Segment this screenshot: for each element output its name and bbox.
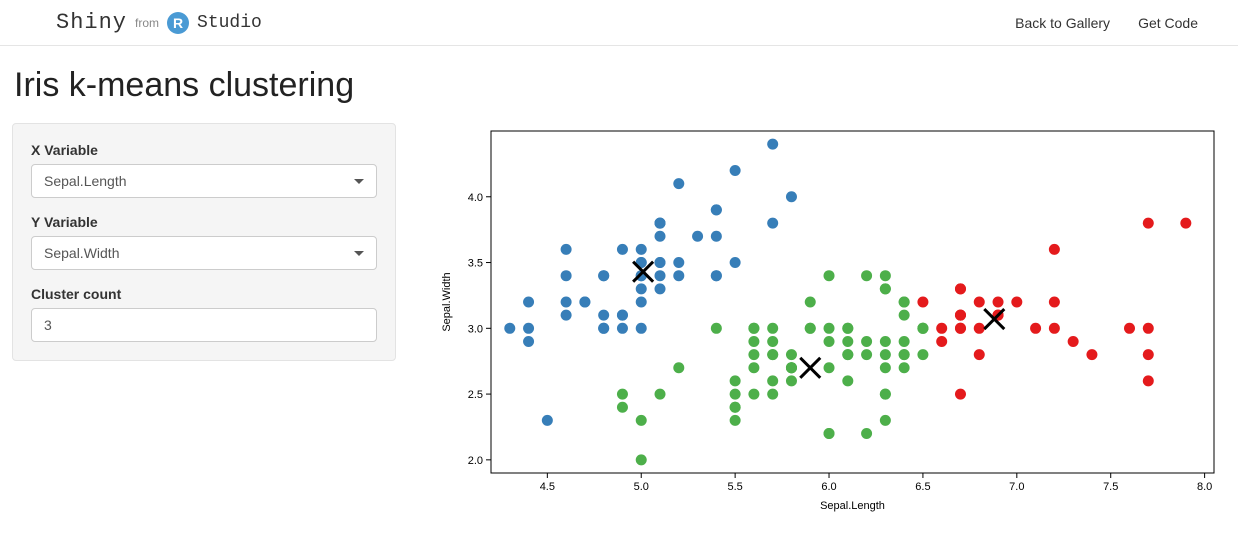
yvar-select-value: Sepal.Width [44,245,119,261]
brand-studio-text: Studio [197,13,262,33]
svg-text:8.0: 8.0 [1197,481,1212,493]
svg-text:6.5: 6.5 [915,481,930,493]
topbar: Shiny from R Studio Back to Gallery Get … [0,0,1238,46]
cluster-count-group: Cluster count 3 [31,286,377,342]
xvar-select[interactable]: Sepal.Length [31,164,377,198]
svg-text:6.0: 6.0 [821,481,836,493]
svg-text:7.5: 7.5 [1103,481,1118,493]
main-row: X Variable Sepal.Length Y Variable Sepal… [12,123,1226,515]
cluster-count-value: 3 [44,317,52,333]
svg-text:4.0: 4.0 [468,192,483,204]
svg-text:Sepal.Length: Sepal.Length [820,500,885,512]
svg-text:2.5: 2.5 [468,389,483,401]
page-title: Iris k-means clustering [12,66,1226,105]
yvar-select[interactable]: Sepal.Width [31,236,377,270]
plot-container: 4.5 5.0 5.5 6.0 6.5 7.0 7.5 8.0 2.0 2.5 3.0 3.5 4.0 S… [436,123,1226,515]
xvar-group: X Variable Sepal.Length [31,142,377,198]
svg-text:4.5: 4.5 [540,481,555,493]
brand: Shiny from R Studio [56,10,262,35]
yvar-group: Y Variable Sepal.Width [31,214,377,270]
page: Iris k-means clustering X Variable Sepal… [0,46,1238,535]
rstudio-icon: R [167,12,189,34]
svg-text:5.0: 5.0 [634,481,649,493]
caret-down-icon [354,179,364,184]
svg-text:3.5: 3.5 [468,258,483,270]
svg-text:7.0: 7.0 [1009,481,1024,493]
xvar-label: X Variable [31,142,377,158]
yvar-label: Y Variable [31,214,377,230]
cluster-count-label: Cluster count [31,286,377,302]
caret-down-icon [354,251,364,256]
svg-text:Sepal.Width: Sepal.Width [441,272,453,331]
kmeans-scatterplot: 4.5 5.0 5.5 6.0 6.5 7.0 7.5 8.0 2.0 2.5 3.0 3.5 4.0 S… [436,123,1226,515]
topnav: Back to Gallery Get Code [1015,15,1198,31]
svg-text:2.0: 2.0 [468,455,483,467]
cluster-count-input[interactable]: 3 [31,308,377,342]
xvar-select-value: Sepal.Length [44,173,127,189]
nav-get-code[interactable]: Get Code [1138,15,1198,31]
svg-text:3.0: 3.0 [468,323,483,335]
nav-back-to-gallery[interactable]: Back to Gallery [1015,15,1110,31]
brand-shiny-text: Shiny [56,10,127,35]
svg-text:5.5: 5.5 [727,481,742,493]
sidebar-panel: X Variable Sepal.Length Y Variable Sepal… [12,123,396,361]
brand-from-text: from [135,16,159,30]
